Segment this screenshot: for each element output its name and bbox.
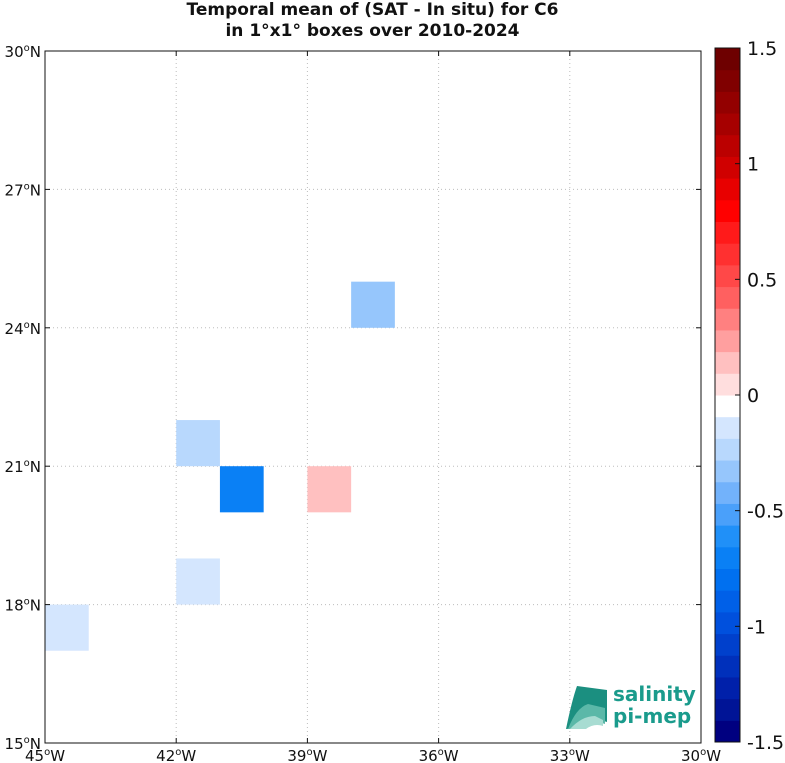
colorbar-swatch [715, 481, 740, 504]
logo-text-line-2: pi-mep [613, 704, 691, 728]
colorbar-tick-label: -1.5 [747, 732, 784, 754]
colorbar-swatch [715, 351, 740, 374]
data-box [176, 420, 220, 467]
data-box [176, 558, 220, 605]
lon-tick-label: 30oW [681, 747, 721, 763]
colorbar-swatch [715, 91, 740, 114]
map-grid [44, 50, 702, 744]
colorbar-swatch [715, 156, 740, 179]
colorbar-swatch [715, 568, 740, 591]
colorbar-swatch [715, 48, 740, 71]
colorbar-tick-label: 0.5 [747, 269, 777, 291]
colorbar-swatch [715, 178, 740, 201]
colorbar: 1.5 1 0.5 0 -0.5 -1 -1.5 [714, 38, 784, 754]
lon-tick-label: 42oW [156, 747, 196, 763]
salinity-pi-mep-logo: salinity pi-mep [566, 682, 696, 729]
colorbar-swatch [715, 264, 740, 288]
colorbar-swatch [715, 611, 740, 635]
colorbar-swatch [715, 395, 740, 418]
colorbar-swatch [715, 438, 740, 461]
lat-tick-label: 24oN [5, 320, 41, 338]
colorbar-swatch [715, 243, 740, 266]
colorbar-swatch [715, 676, 740, 700]
lon-tick-label: 39oW [287, 747, 327, 763]
colorbar-swatch [715, 329, 740, 353]
data-box [351, 281, 395, 328]
colorbar-swatch [715, 113, 740, 136]
colorbar-swatch [715, 525, 740, 548]
lon-tick-label: 36oW [419, 747, 459, 763]
logo-wave-icon [566, 686, 607, 729]
lat-tick-label: 21oN [5, 458, 41, 476]
data-box [219, 466, 264, 513]
colorbar-swatch [715, 134, 740, 157]
colorbar-tick-label: 1 [747, 154, 759, 176]
colorbar-swatch [715, 633, 740, 656]
data-box [45, 604, 89, 651]
colorbar-tick-label: -0.5 [747, 501, 784, 523]
lat-tick-label: 18oN [5, 597, 41, 615]
colorbar-swatch [715, 286, 740, 309]
map-title-line-2: in 1°x1° boxes over 2010-2024 [225, 21, 520, 41]
colorbar-swatch [715, 503, 740, 526]
colorbar-tick-label: 1.5 [747, 38, 777, 60]
colorbar-swatch [715, 69, 740, 92]
data-box [307, 466, 352, 513]
colorbar-tick-label: -1 [747, 616, 766, 638]
colorbar-swatch [715, 590, 740, 613]
map-frame [44, 50, 702, 744]
axis-ticks: 45oW 42oW 39oW 36oW 33oW 30oW 15oN 18oN 21oN 24oN… [5, 43, 722, 763]
lon-tick-label: 33oW [550, 747, 590, 763]
lon-tick-label: 45oW [25, 747, 65, 763]
colorbar-swatch [715, 416, 740, 439]
colorbar-swatch [715, 655, 740, 678]
map-title-line-1: Temporal mean of (SAT - In situ) for C6 [186, 0, 559, 20]
colorbar-swatch [715, 221, 740, 244]
colorbar-swatch [715, 546, 740, 569]
colorbar-swatch [715, 698, 740, 721]
colorbar-swatch [715, 460, 740, 483]
lat-tick-label: 27oN [5, 181, 41, 199]
logo-text-line-1: salinity [613, 682, 696, 706]
colorbar-tick-label: 0 [747, 385, 759, 407]
colorbar-swatch [715, 373, 740, 396]
colorbar-swatch [715, 720, 740, 743]
data-boxes [45, 281, 395, 651]
colorbar-swatch [715, 308, 740, 331]
colorbar-swatch [715, 199, 740, 222]
lat-tick-label: 15oN [5, 735, 41, 753]
lat-tick-label: 30oN [5, 43, 41, 61]
